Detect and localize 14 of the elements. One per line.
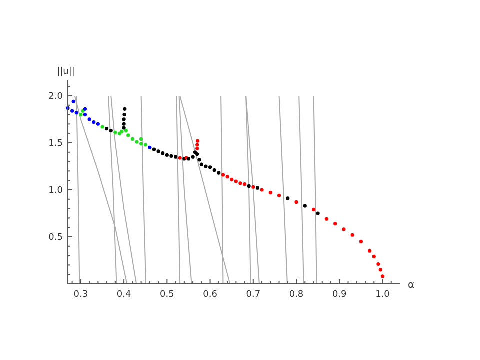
x-tick-label: 0.9 (332, 290, 348, 300)
x-tick-label: 0.8 (289, 290, 304, 300)
y-tick-label: 1.0 (48, 186, 64, 196)
x-tick-label: 0.4 (116, 290, 132, 300)
y-tick-label: 1.5 (48, 138, 63, 149)
y-tick-label: 0.5 (48, 232, 63, 243)
x-tick-label: 0.6 (203, 290, 218, 300)
y-tick-label: 2.0 (48, 92, 64, 102)
x-tick-label: 0.3 (74, 290, 88, 300)
x-tick-label: 0.5 (160, 290, 174, 300)
x-tick-label: 0.7 (246, 290, 261, 300)
x-axis-title: α (408, 280, 415, 291)
y-axis-title: ||u|| (57, 67, 75, 77)
x-tick-label: 1.0 (376, 290, 390, 300)
